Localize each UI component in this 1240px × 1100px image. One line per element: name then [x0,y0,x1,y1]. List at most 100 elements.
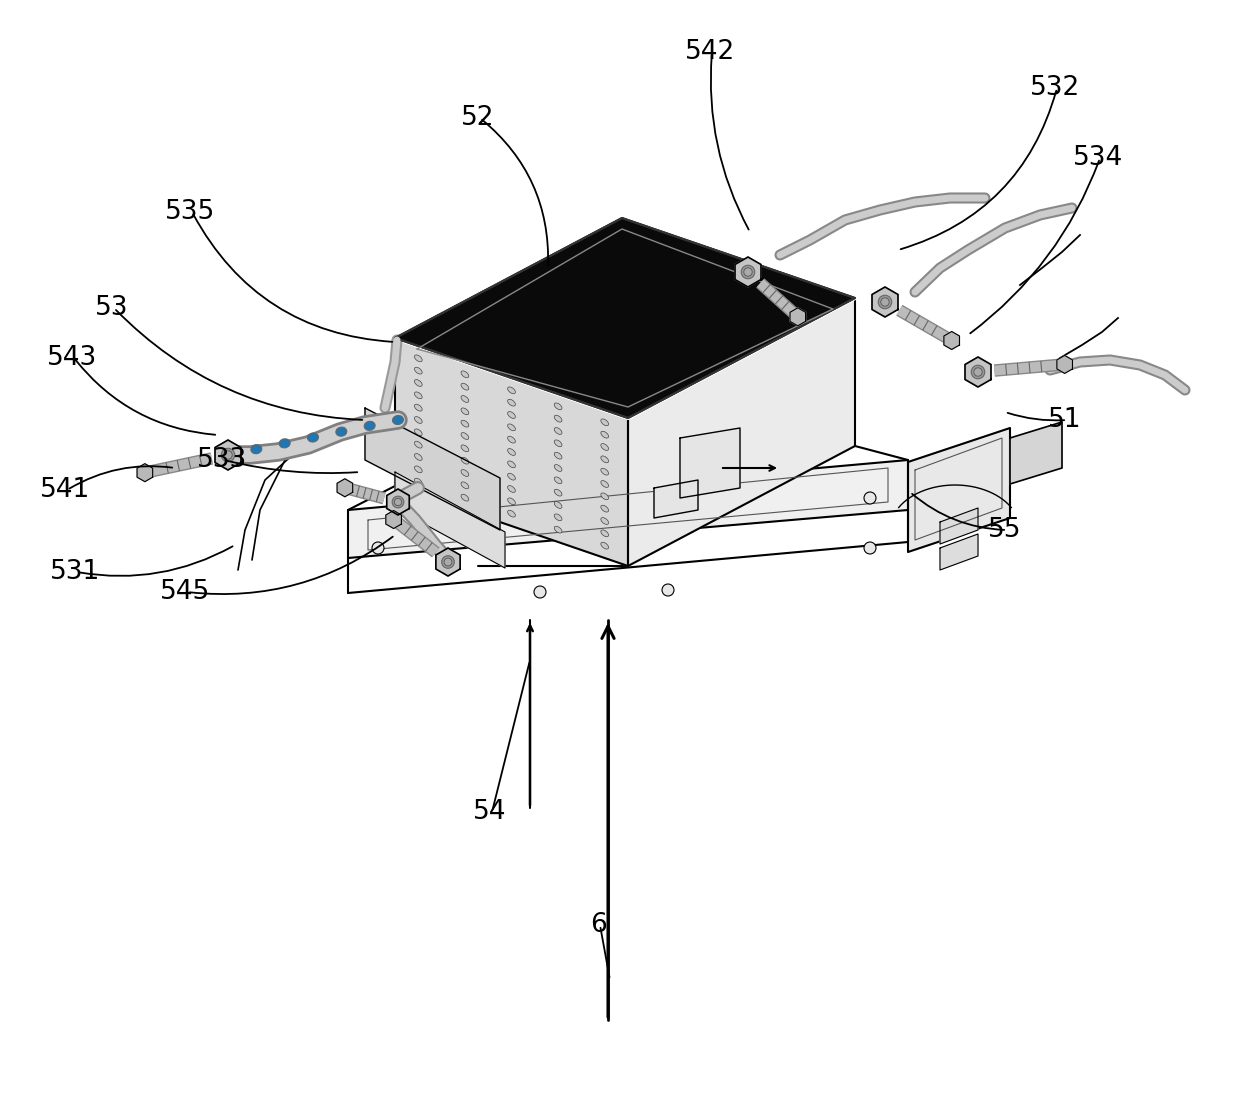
Polygon shape [1056,355,1073,373]
Text: 532: 532 [1030,75,1080,101]
Ellipse shape [507,510,516,517]
Ellipse shape [461,371,469,377]
Polygon shape [627,298,856,566]
Text: 55: 55 [988,517,1022,543]
Circle shape [744,267,753,276]
Ellipse shape [414,417,422,424]
Text: 531: 531 [50,559,100,585]
Ellipse shape [414,453,422,461]
Ellipse shape [554,477,562,484]
Ellipse shape [414,355,422,362]
Ellipse shape [414,405,422,411]
Text: 543: 543 [47,345,97,371]
Ellipse shape [507,437,516,443]
Ellipse shape [507,461,516,468]
Polygon shape [396,472,505,568]
Polygon shape [138,464,153,482]
Polygon shape [337,478,352,497]
Ellipse shape [601,455,609,463]
Ellipse shape [554,440,562,447]
Text: 541: 541 [40,477,91,503]
Ellipse shape [507,473,516,480]
Ellipse shape [554,428,562,435]
Ellipse shape [601,431,609,438]
Circle shape [973,367,982,376]
Ellipse shape [461,432,469,439]
Ellipse shape [507,399,516,406]
Text: 54: 54 [474,799,507,825]
Ellipse shape [414,367,422,374]
Polygon shape [908,428,1011,552]
Ellipse shape [461,420,469,427]
Ellipse shape [414,379,422,386]
Ellipse shape [601,505,609,513]
Circle shape [864,542,875,554]
Ellipse shape [461,408,469,415]
Ellipse shape [601,518,609,525]
Text: 542: 542 [684,39,735,65]
Ellipse shape [461,444,469,452]
Ellipse shape [414,441,422,448]
Circle shape [662,584,675,596]
Polygon shape [215,440,241,470]
Polygon shape [1011,422,1061,484]
Circle shape [534,586,546,598]
Ellipse shape [507,411,516,418]
Ellipse shape [601,481,609,487]
Polygon shape [387,490,409,515]
Circle shape [441,556,454,569]
Ellipse shape [414,466,422,473]
Polygon shape [365,408,500,530]
Text: 533: 533 [197,447,247,473]
Ellipse shape [601,469,609,475]
Ellipse shape [414,429,422,436]
Circle shape [971,365,985,378]
Text: 6: 6 [590,912,606,938]
Polygon shape [940,508,978,544]
Polygon shape [386,510,402,528]
Polygon shape [396,338,627,566]
Ellipse shape [393,416,403,425]
Circle shape [392,496,404,508]
Text: 51: 51 [1048,407,1081,433]
Ellipse shape [554,514,562,520]
Ellipse shape [601,542,609,549]
Polygon shape [790,308,806,326]
Ellipse shape [461,458,469,464]
Polygon shape [735,257,761,287]
Ellipse shape [461,482,469,488]
Circle shape [880,298,889,306]
Ellipse shape [507,387,516,394]
Ellipse shape [601,493,609,499]
Ellipse shape [507,498,516,505]
Polygon shape [965,358,991,387]
Ellipse shape [554,464,562,472]
Text: 53: 53 [95,295,129,321]
Ellipse shape [507,424,516,431]
Ellipse shape [365,421,376,430]
Polygon shape [872,287,898,317]
Circle shape [372,542,384,554]
Circle shape [742,265,755,278]
Ellipse shape [554,526,562,534]
Polygon shape [940,534,978,570]
Circle shape [394,498,402,506]
Ellipse shape [414,392,422,398]
Polygon shape [680,428,740,498]
Circle shape [864,492,875,504]
Ellipse shape [601,443,609,450]
Ellipse shape [461,383,469,390]
Circle shape [444,558,451,565]
Circle shape [221,449,234,462]
Polygon shape [396,218,856,418]
Ellipse shape [554,490,562,496]
Text: 535: 535 [165,199,215,226]
Ellipse shape [601,419,609,426]
Ellipse shape [336,427,347,437]
Text: 52: 52 [461,104,495,131]
Ellipse shape [554,416,562,422]
Ellipse shape [250,444,262,453]
Ellipse shape [507,449,516,455]
Ellipse shape [601,530,609,537]
Ellipse shape [461,470,469,476]
